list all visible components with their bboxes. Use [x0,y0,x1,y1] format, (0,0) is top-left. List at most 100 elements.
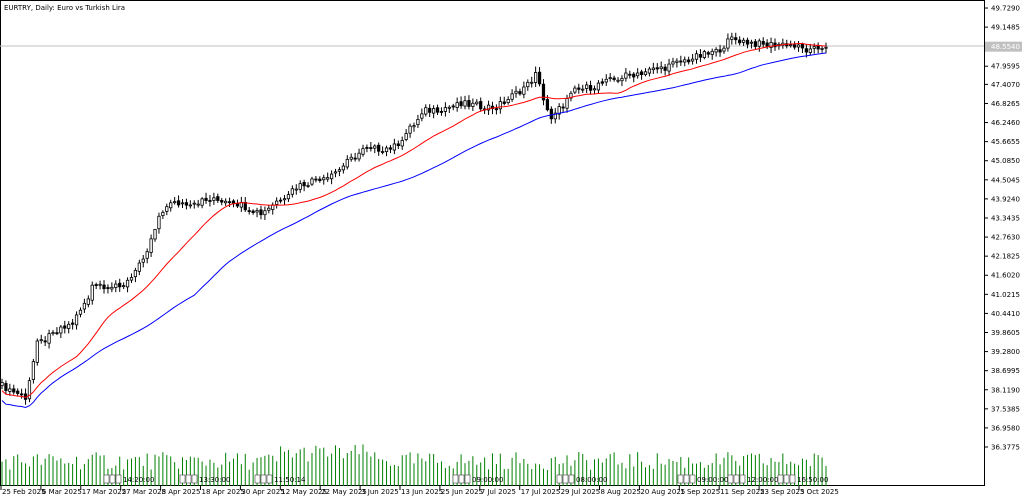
price-tick-label: 36.3775 [991,444,1020,452]
candle-body [636,72,640,77]
candle [173,197,177,205]
candle-body [192,202,196,205]
candle-body [530,81,534,84]
candle [518,88,522,96]
candle [687,56,691,65]
candle-body [78,309,83,315]
candle [337,167,342,177]
candle-body [804,48,808,53]
price-tick-label: 39.2800 [991,348,1020,356]
candle-body [137,262,141,272]
session-marker-label: 14:20:00 [123,476,154,484]
candle-body [455,102,459,108]
candle [361,144,365,157]
candle [51,330,55,336]
candle [129,273,134,284]
moving-average-slow-line [1,52,827,409]
candle [106,284,110,294]
candle-body [125,279,130,288]
candle [581,84,585,93]
candle-body [380,151,385,153]
candle-body [141,258,145,263]
candle [67,321,71,334]
candle-body [412,125,416,128]
candle [16,388,20,397]
candle-body [322,177,326,181]
candle-body [561,106,565,109]
moving-averages [1,43,827,409]
candle-body [592,88,597,91]
candle [647,66,652,77]
candle-body [812,46,816,49]
candle [514,86,518,98]
candle-body [761,41,765,45]
candle-body [408,125,412,134]
candle-body [502,101,506,104]
current-price-tag: 48.5540 [985,41,1022,52]
candle [94,282,98,290]
candle [208,195,212,207]
candle [286,191,291,202]
session-marker-label: 16:50:00 [797,476,828,484]
candle-body [585,84,589,89]
candle-body [200,198,204,206]
candle-body [157,215,161,230]
candle-body [204,197,208,201]
candle [282,195,287,206]
time-tick-label: 3 Oct 2025 [800,488,839,496]
candle-body [86,298,90,305]
candle [380,146,385,155]
candle-body [12,388,16,393]
candle [510,89,514,102]
candle [761,37,765,49]
candle [800,42,805,53]
session-marker-box [254,474,261,484]
candle-body [326,177,330,180]
candle [577,83,581,94]
candle-body [687,59,691,63]
candle-body [20,393,24,396]
time-tick-label: 20 Aug 2025 [640,488,685,496]
price-tick-label: 47.4070 [991,81,1020,89]
candle-body [428,107,432,113]
candle-body [94,284,98,286]
candle [180,199,185,209]
candle-body [467,100,471,107]
candle-body [471,102,475,107]
candle-body [792,44,797,48]
session-marker-box [179,474,186,484]
candle [224,198,228,206]
candle [722,45,726,54]
candle-body [557,106,561,115]
price-tick-label: 49.1485 [991,24,1020,32]
price-tick-label: 36.9580 [991,424,1020,432]
candle [612,75,616,82]
candle [188,200,192,209]
price-axis[interactable]: 49.7290 49.1485 48.5540 47.9595 47.4070 46.82… [984,5,1020,452]
candle-body [749,41,754,44]
candle-body [184,202,189,206]
candle [714,47,718,57]
candle [502,96,506,106]
candle [365,144,369,153]
current-price-tag-label: 48.5540 [991,43,1020,51]
candle [541,79,546,106]
candle [659,61,663,74]
candle-body [604,78,608,83]
candle-body [267,207,271,211]
candle [220,198,224,206]
candle-body [588,85,593,91]
candle-body [734,37,738,41]
candle-body [373,145,377,149]
candle-body [47,333,51,344]
candle-body [506,99,510,104]
candle-body [596,82,601,91]
session-marker-box [683,474,690,484]
candle [275,197,279,209]
candle [628,70,632,79]
candle [341,162,345,174]
candle-body [663,66,667,71]
